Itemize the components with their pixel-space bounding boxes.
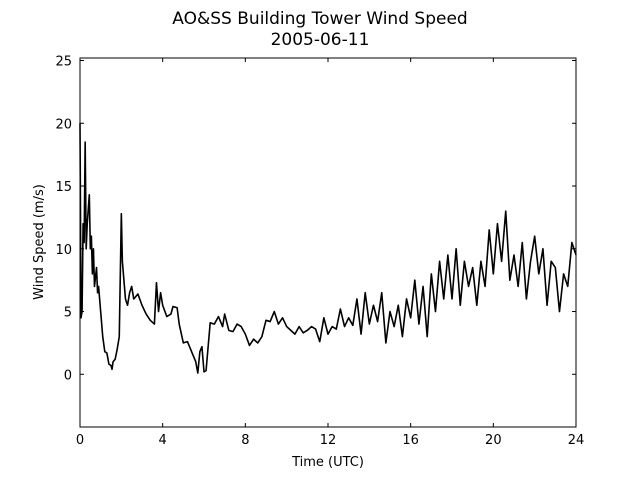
x-tick-label: 8 xyxy=(241,433,249,448)
x-tick-label: 12 xyxy=(320,433,337,448)
x-axis-label: Time (UTC) xyxy=(291,455,364,470)
y-axis-label: Wind Speed (m/s) xyxy=(32,184,47,300)
line xyxy=(79,123,577,374)
x-tick-label: 24 xyxy=(568,433,585,448)
y-tick-label: 25 xyxy=(55,55,72,70)
x-tick-label: 0 xyxy=(76,433,84,448)
x-tick-label: 20 xyxy=(485,433,502,448)
y-tick-label: 15 xyxy=(55,180,72,195)
plot-frame xyxy=(79,57,577,428)
y-tick-label: 10 xyxy=(55,243,72,258)
x-tick-label: 4 xyxy=(159,433,167,448)
chart-title: AO&SS Building Tower Wind Speed xyxy=(172,9,467,29)
x-tick-label: 16 xyxy=(402,433,419,448)
chart-subtitle: 2005-06-11 xyxy=(271,30,370,50)
y-tick-label: 5 xyxy=(64,306,72,321)
y-tick-label: 20 xyxy=(55,117,72,132)
y-tick-label: 0 xyxy=(64,368,72,383)
